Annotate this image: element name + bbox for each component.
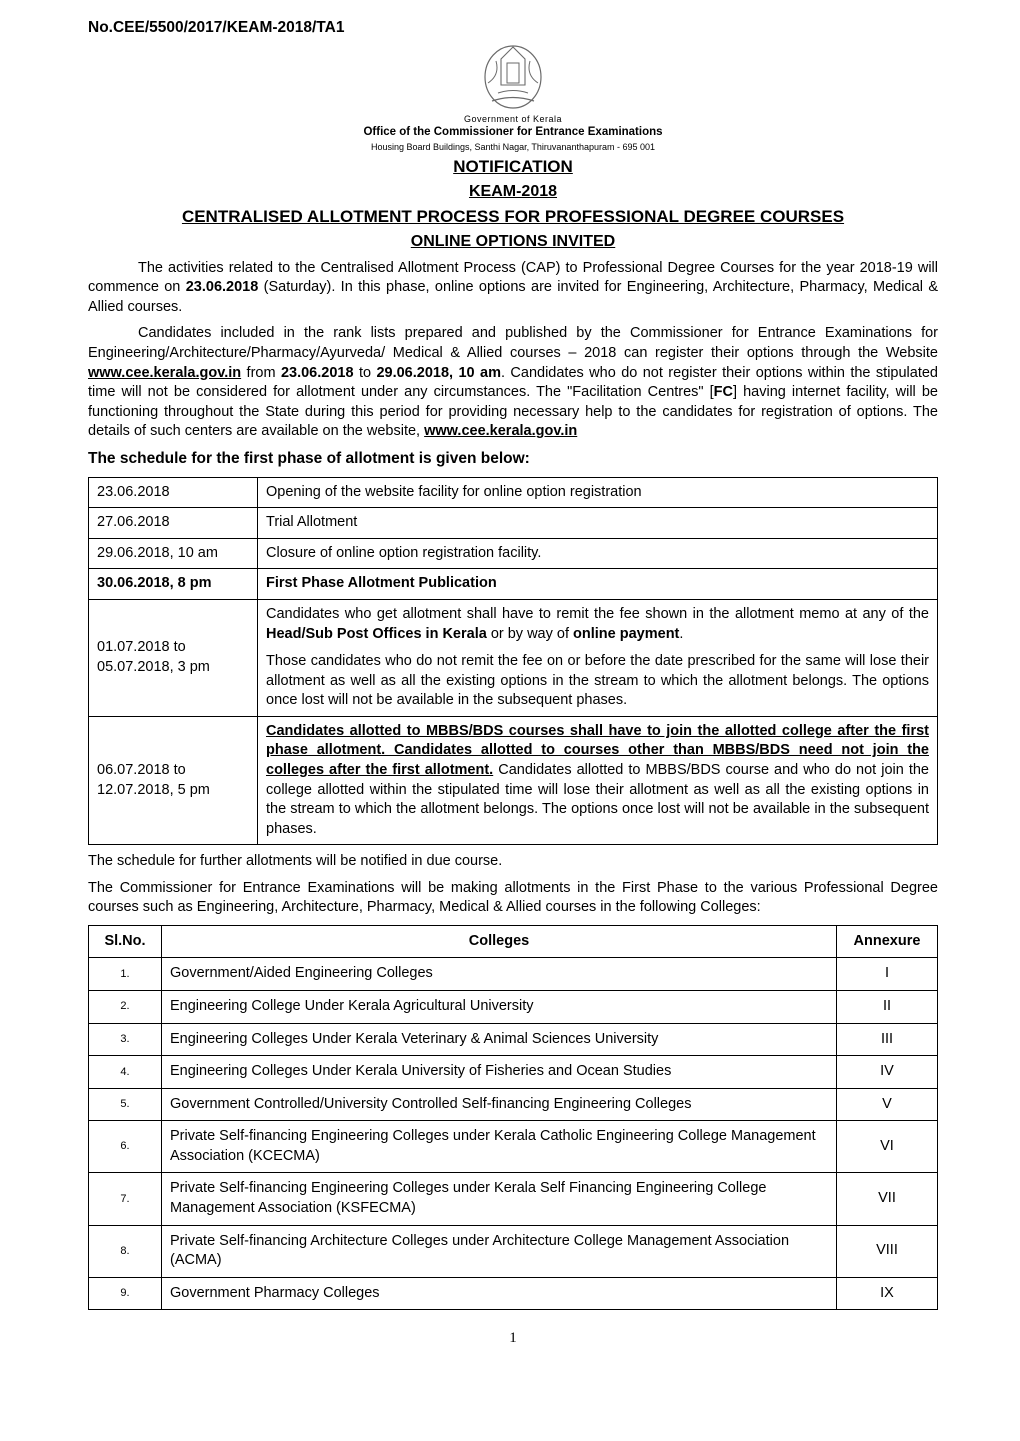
website-url: www.cee.kerala.gov.in [88, 365, 241, 381]
table-row: 29.06.2018, 10 am Closure of online opti… [89, 538, 938, 569]
table-row: 06.07.2018 to 12.07.2018, 5 pm Candidate… [89, 716, 938, 844]
table-row: 30.06.2018, 8 pm First Phase Allotment P… [89, 569, 938, 600]
government-line: Government of Kerala [88, 113, 938, 125]
table-row: 3.Engineering Colleges Under Kerala Vete… [89, 1023, 938, 1056]
schedule-event: Closure of online option registration fa… [258, 538, 938, 569]
online-payment-text: online payment [573, 626, 679, 642]
kerala-emblem-icon [480, 41, 546, 111]
sl-no: 1. [89, 958, 162, 991]
table-row: 2.Engineering College Under Kerala Agric… [89, 991, 938, 1024]
commence-date: 23.06.2018 [186, 279, 259, 295]
schedule-date-range: 06.07.2018 to 12.07.2018, 5 pm [89, 716, 258, 844]
notification-heading: NOTIFICATION [88, 156, 938, 179]
sl-no: 8. [89, 1225, 162, 1277]
fee-cell: Candidates who get allotment shall have … [258, 600, 938, 717]
college-name: Private Self-financing Architecture Coll… [162, 1225, 837, 1277]
to-datetime: 29.06.2018, 10 am [376, 365, 501, 381]
page-number: 1 [88, 1328, 938, 1348]
from-date: 23.06.2018 [281, 365, 354, 381]
office-line: Office of the Commissioner for Entrance … [88, 125, 938, 141]
sl-no: 7. [89, 1173, 162, 1225]
website-url-2: www.cee.kerala.gov.in [424, 423, 577, 439]
college-name: Government Controlled/University Control… [162, 1088, 837, 1121]
table-row: 4.Engineering Colleges Under Kerala Univ… [89, 1056, 938, 1089]
schedule-date: 27.06.2018 [89, 508, 258, 539]
schedule-event: Trial Allotment [258, 508, 938, 539]
college-name: Engineering Colleges Under Kerala Univer… [162, 1056, 837, 1089]
after-para-2: The Commissioner for Entrance Examinatio… [88, 879, 938, 918]
schedule-date: 23.06.2018 [89, 477, 258, 508]
table-row: 6.Private Self-financing Engineering Col… [89, 1121, 938, 1173]
schedule-date: 29.06.2018, 10 am [89, 538, 258, 569]
table-row: 9.Government Pharmacy CollegesIX [89, 1277, 938, 1310]
sl-no: 2. [89, 991, 162, 1024]
annexure: VII [837, 1173, 938, 1225]
keam-heading: KEAM-2018 [88, 181, 938, 203]
sl-no: 9. [89, 1277, 162, 1310]
intro-paragraph-2: Candidates included in the rank lists pr… [88, 324, 938, 441]
fc-abbrev: FC [714, 384, 733, 400]
table-row: 8.Private Self-financing Architecture Co… [89, 1225, 938, 1277]
fee-paragraph-1: Candidates who get allotment shall have … [266, 605, 929, 644]
table-row: 01.07.2018 to 05.07.2018, 3 pm Candidate… [89, 600, 938, 717]
college-name: Government/Aided Engineering Colleges [162, 958, 837, 991]
annexure: III [837, 1023, 938, 1056]
text: Candidates included in the rank lists pr… [88, 325, 938, 361]
colleges-table: Sl.No. Colleges Annexure 1.Government/Ai… [88, 925, 938, 1310]
annexure: VI [837, 1121, 938, 1173]
annexure: V [837, 1088, 938, 1121]
table-row: 23.06.2018 Opening of the website facili… [89, 477, 938, 508]
text: from [241, 365, 281, 381]
sl-no: 3. [89, 1023, 162, 1056]
fee-paragraph-2: Those candidates who do not remit the fe… [266, 652, 929, 711]
page-root: No.CEE/5500/2017/KEAM-2018/TA1 Governmen… [0, 0, 1020, 1358]
annexure: VIII [837, 1225, 938, 1277]
annexure: IX [837, 1277, 938, 1310]
col-annexure: Annexure [837, 925, 938, 958]
table-row: 7.Private Self-financing Engineering Col… [89, 1173, 938, 1225]
annexure: IV [837, 1056, 938, 1089]
reference-number: No.CEE/5500/2017/KEAM-2018/TA1 [88, 18, 938, 39]
sl-no: 5. [89, 1088, 162, 1121]
sl-no: 6. [89, 1121, 162, 1173]
address-line: Housing Board Buildings, Santhi Nagar, T… [88, 141, 938, 153]
text: to [354, 365, 377, 381]
schedule-heading: The schedule for the first phase of allo… [88, 449, 938, 470]
schedule-table: 23.06.2018 Opening of the website facili… [88, 477, 938, 845]
col-slno: Sl.No. [89, 925, 162, 958]
mbbs-cell: Candidates allotted to MBBS/BDS courses … [258, 716, 938, 844]
college-name: Private Self-financing Engineering Colle… [162, 1121, 837, 1173]
table-row: 5.Government Controlled/University Contr… [89, 1088, 938, 1121]
text: Candidates who get allotment shall have … [266, 606, 929, 622]
table-row: 1.Government/Aided Engineering CollegesI [89, 958, 938, 991]
intro-paragraph-1: The activities related to the Centralise… [88, 259, 938, 318]
cap-heading: CENTRALISED ALLOTMENT PROCESS FOR PROFES… [88, 206, 938, 229]
table-header-row: Sl.No. Colleges Annexure [89, 925, 938, 958]
col-colleges: Colleges [162, 925, 837, 958]
table-row: 27.06.2018 Trial Allotment [89, 508, 938, 539]
annexure: II [837, 991, 938, 1024]
schedule-event: Opening of the website facility for onli… [258, 477, 938, 508]
annexure: I [837, 958, 938, 991]
after-para-1: The schedule for further allotments will… [88, 852, 938, 872]
letterhead: Government of Kerala Office of the Commi… [88, 41, 938, 253]
text: . [679, 626, 683, 642]
text: or by way of [487, 626, 573, 642]
schedule-date-range: 01.07.2018 to 05.07.2018, 3 pm [89, 600, 258, 717]
college-name: Engineering College Under Kerala Agricul… [162, 991, 837, 1024]
sl-no: 4. [89, 1056, 162, 1089]
post-offices-text: Head/Sub Post Offices in Kerala [266, 626, 487, 642]
schedule-date: 30.06.2018, 8 pm [89, 569, 258, 600]
college-name: Private Self-financing Engineering Colle… [162, 1173, 837, 1225]
college-name: Engineering Colleges Under Kerala Veteri… [162, 1023, 837, 1056]
college-name: Government Pharmacy Colleges [162, 1277, 837, 1310]
schedule-event: First Phase Allotment Publication [258, 569, 938, 600]
options-heading: ONLINE OPTIONS INVITED [88, 231, 938, 253]
